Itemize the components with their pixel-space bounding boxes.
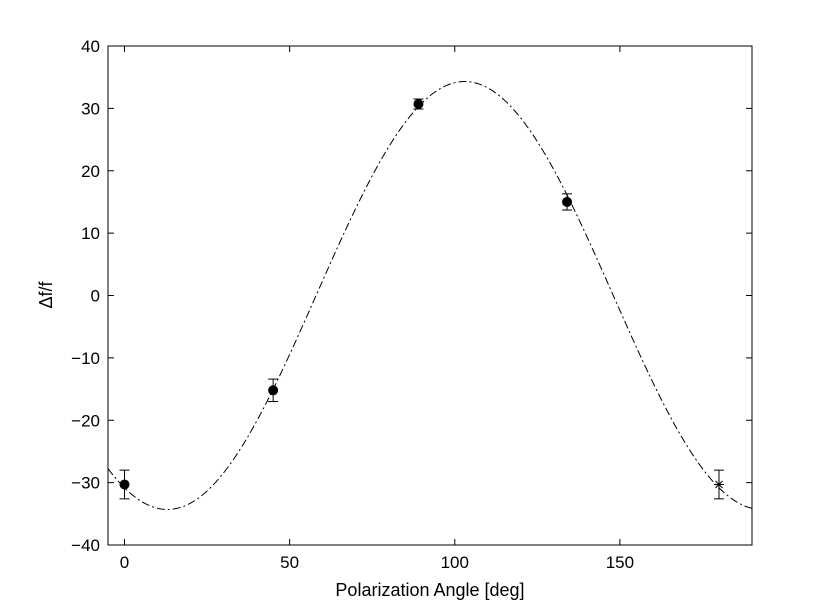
y-tick-label: −20 [71,411,100,430]
y-tick-labels: −40 −30 −20 −10 0 10 20 30 40 [71,37,100,555]
data-point [119,469,130,500]
y-tick-label: −40 [71,536,100,555]
fit-curve [107,81,753,510]
point-marker [119,479,130,490]
y-tick-label: 0 [91,287,100,306]
x-tick-label: 50 [280,553,299,572]
asterisk-marker [715,480,723,489]
y-tick-label: 40 [81,37,100,56]
data-point [562,193,573,211]
point-marker [562,196,573,207]
y-tick-label: 20 [81,162,100,181]
y-tick-label: 10 [81,224,100,243]
fit-curve-layer [107,81,753,510]
data-point [413,98,424,110]
y-axis-label: Δf/f [36,280,56,308]
x-tick-label: 100 [441,553,469,572]
data-points-layer [119,98,724,500]
y-tick-label: 30 [81,99,100,118]
x-tick-labels: 0 50 100 150 [120,553,634,572]
data-point [713,469,724,500]
point-marker [268,385,279,396]
x-tick-label: 0 [120,553,129,572]
data-point [268,378,279,403]
axis-ticks [108,45,752,546]
point-marker [413,99,424,110]
x-tick-label: 150 [606,553,634,572]
plot-frame [107,45,753,546]
y-tick-label: −10 [71,349,100,368]
y-tick-label: −30 [71,474,100,493]
x-axis-label: Polarization Angle [deg] [335,580,524,600]
